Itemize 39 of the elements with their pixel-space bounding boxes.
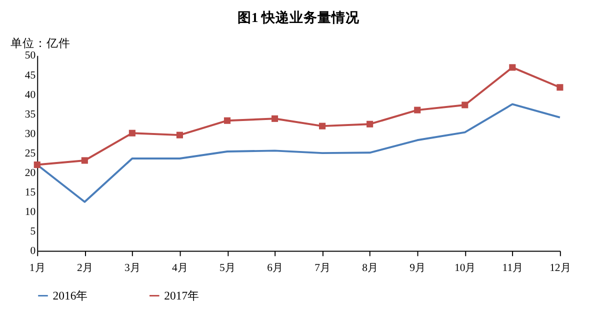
chart-title: 图1 快递业务量情况 bbox=[237, 9, 361, 26]
y-tick-label: 30 bbox=[24, 128, 36, 140]
y-tick-label: 10 bbox=[24, 206, 36, 218]
y-tick-label: 0 bbox=[30, 245, 36, 258]
point bbox=[176, 132, 183, 138]
y-tick-label: 50 bbox=[24, 50, 36, 62]
x-tick-label: 7月 bbox=[314, 262, 331, 274]
y-tick-label: 40 bbox=[24, 88, 36, 101]
point bbox=[271, 115, 278, 122]
x-tick-label: 12月 bbox=[550, 262, 572, 274]
y-tick-label: 35 bbox=[24, 108, 36, 120]
x-tick-label: 9月 bbox=[410, 262, 426, 274]
x-tick-label: 3月 bbox=[124, 262, 141, 274]
point bbox=[556, 84, 564, 91]
point bbox=[128, 130, 136, 136]
legend-label: 2017年 bbox=[164, 290, 200, 303]
y-tick-label: 45 bbox=[24, 69, 36, 82]
legend-label: 2016年 bbox=[52, 290, 88, 303]
y-tick-label: 25 bbox=[24, 147, 36, 160]
x-tick-label: 4月 bbox=[172, 262, 188, 274]
x-tick-label: 2月 bbox=[76, 262, 94, 274]
y-axis-title: 单位：亿件 bbox=[10, 37, 70, 50]
point bbox=[366, 120, 374, 128]
x-tick-label: 6月 bbox=[267, 262, 284, 274]
y-tick-label: 15 bbox=[24, 186, 36, 199]
x-tick-label: 8月 bbox=[362, 262, 378, 274]
point bbox=[319, 122, 326, 130]
x-tick-label: 11月 bbox=[502, 262, 524, 274]
y-tick-label: 5 bbox=[30, 226, 36, 238]
x-tick-label: 5月 bbox=[220, 262, 236, 274]
point bbox=[462, 102, 468, 108]
point bbox=[414, 106, 421, 114]
x-tick-label: 10月 bbox=[454, 262, 476, 274]
y-tick-label: 20 bbox=[24, 167, 36, 180]
x-tick-label: 1月 bbox=[29, 262, 46, 274]
point bbox=[224, 117, 231, 124]
point bbox=[34, 161, 40, 168]
point bbox=[509, 64, 516, 71]
point bbox=[81, 157, 88, 164]
